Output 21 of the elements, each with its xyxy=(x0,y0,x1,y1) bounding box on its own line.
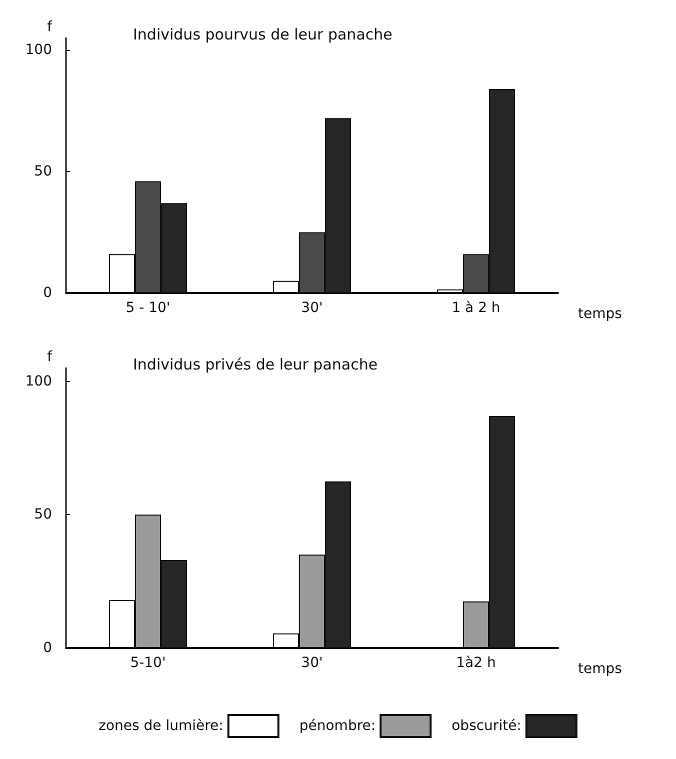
x-tick-label: 30' xyxy=(301,300,323,316)
y-tick-label: 50 xyxy=(34,164,52,180)
y-tick-label: 0 xyxy=(43,285,52,301)
y-tick-label: 100 xyxy=(25,373,52,390)
legend-label: obscurité: xyxy=(452,718,522,734)
legend-label: pénombre: xyxy=(299,718,376,734)
legend-label: zones de lumière: xyxy=(98,718,224,734)
chart-title: Individus pourvus de leur panache xyxy=(133,26,392,44)
chart-title: Individus privés de leur panache xyxy=(133,356,378,374)
x-axis-title: temps xyxy=(578,306,622,322)
x-tick-label: 5 - 10' xyxy=(126,300,170,316)
x-tick-label: 30' xyxy=(301,655,323,671)
x-axis-title: temps xyxy=(578,661,622,677)
y-tick-label: 100 xyxy=(25,42,52,58)
y-tick-label: 0 xyxy=(43,640,52,656)
y-axis-title: f xyxy=(47,349,54,365)
y-tick-label: 50 xyxy=(34,506,52,523)
y-axis-title: f xyxy=(47,19,54,35)
x-tick-label: 1à2 h xyxy=(456,655,496,671)
x-tick-label: 5-10' xyxy=(130,655,166,671)
x-tick-label: 1 à 2 h xyxy=(452,300,500,316)
